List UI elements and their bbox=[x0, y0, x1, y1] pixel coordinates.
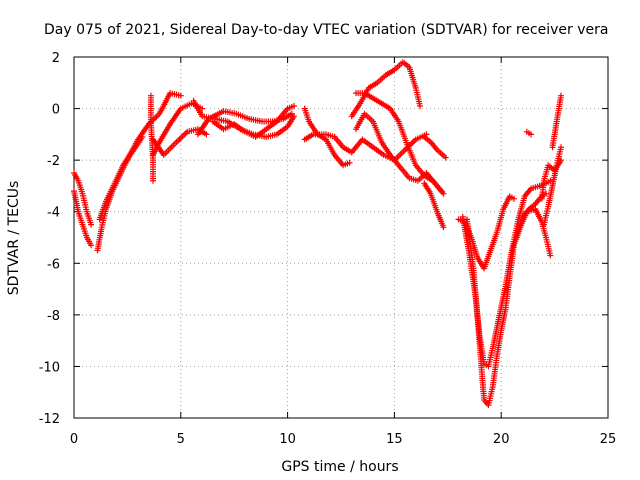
series-track bbox=[353, 110, 447, 197]
series-track bbox=[71, 188, 95, 249]
x-tick-label: 25 bbox=[600, 432, 617, 447]
marks-layer bbox=[71, 59, 565, 409]
data-point-marks bbox=[209, 102, 298, 140]
data-point-marks bbox=[71, 170, 95, 228]
series-track bbox=[348, 59, 424, 120]
x-axis-label: GPS time / hours bbox=[281, 459, 398, 475]
y-tick-label: -6 bbox=[47, 257, 60, 272]
data-point-marks bbox=[348, 59, 424, 120]
series-track bbox=[71, 170, 95, 228]
data-point-marks bbox=[96, 133, 146, 223]
data-point-marks bbox=[421, 180, 447, 231]
data-point-marks bbox=[94, 90, 184, 254]
y-tick-label: -12 bbox=[39, 412, 60, 427]
y-tick-label: 2 bbox=[52, 51, 60, 66]
data-point-marks bbox=[301, 131, 430, 164]
x-tick-label: 10 bbox=[279, 432, 296, 447]
data-point-marks bbox=[523, 128, 535, 138]
series-track bbox=[209, 102, 298, 140]
y-tick-label: -8 bbox=[47, 309, 60, 324]
tick-layer: 0 5 10 15 20 25 -12 -10 -8 -6 -4 -2 0 2 bbox=[39, 51, 617, 447]
y-tick-label: 0 bbox=[52, 103, 60, 118]
series-track bbox=[147, 92, 157, 184]
series-track bbox=[464, 206, 554, 409]
data-point-marks bbox=[194, 108, 295, 138]
data-point-marks bbox=[147, 92, 157, 184]
series-track bbox=[301, 105, 353, 169]
y-tick-label: -2 bbox=[47, 154, 60, 169]
data-point-marks bbox=[421, 133, 449, 161]
series-track bbox=[549, 92, 565, 151]
series-track bbox=[301, 131, 430, 164]
data-point-marks bbox=[353, 110, 447, 197]
grid-layer bbox=[74, 57, 608, 418]
series-track bbox=[455, 193, 518, 272]
series-track bbox=[94, 90, 184, 254]
data-point-marks bbox=[71, 188, 95, 249]
data-point-marks bbox=[455, 193, 518, 272]
data-point-marks bbox=[464, 206, 554, 409]
series-track bbox=[421, 180, 447, 231]
y-tick-label: -10 bbox=[39, 360, 60, 375]
series-track bbox=[96, 133, 146, 223]
data-point-marks bbox=[540, 144, 565, 228]
data-point-marks bbox=[549, 92, 565, 151]
x-tick-label: 0 bbox=[70, 432, 78, 447]
series-track bbox=[523, 128, 535, 138]
y-tick-label: -4 bbox=[47, 206, 60, 221]
y-axis-label: SDTVAR / TECUs bbox=[6, 181, 22, 296]
series-track bbox=[194, 108, 295, 138]
x-tick-label: 5 bbox=[177, 432, 185, 447]
data-point-marks bbox=[301, 105, 353, 169]
chart-title: Day 075 of 2021, Sidereal Day-to-day VTE… bbox=[44, 22, 608, 38]
plot-frame bbox=[73, 56, 609, 419]
x-tick-label: 15 bbox=[386, 432, 403, 447]
x-tick-label: 20 bbox=[493, 432, 510, 447]
series-track bbox=[540, 144, 565, 228]
series-track bbox=[421, 133, 449, 161]
